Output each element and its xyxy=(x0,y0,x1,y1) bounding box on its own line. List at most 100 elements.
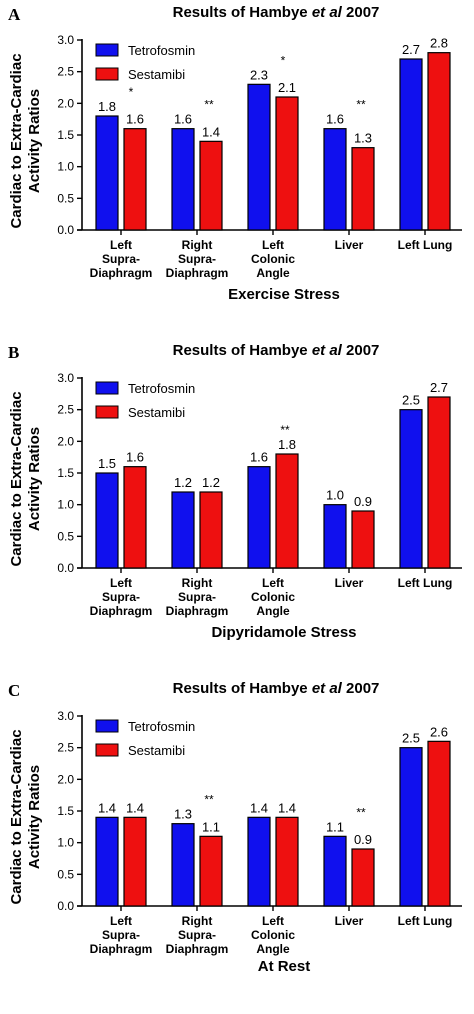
y-tick-label: 0.0 xyxy=(57,223,74,237)
x-tick-label-line: Angle xyxy=(256,942,290,956)
significance-marker: ** xyxy=(280,423,290,437)
bar-tetrofosmin xyxy=(323,128,347,231)
y-tick-label: 0.0 xyxy=(57,561,74,575)
y-tick-label: 2.0 xyxy=(57,772,74,786)
y-tick-label: 0.5 xyxy=(57,867,74,881)
x-tick-label: Liver xyxy=(335,576,364,590)
data-label: 1.8 xyxy=(278,437,296,452)
legend-swatch-sestamibi xyxy=(95,405,119,419)
x-tick-label: Left Supra-Diaphragm xyxy=(90,914,153,956)
bar-tetrofosmin xyxy=(247,466,271,569)
x-tick-label: Right Supra-Diaphragm xyxy=(166,914,229,956)
bar-tetrofosmin xyxy=(95,472,119,569)
bar-tetrofosmin xyxy=(323,504,347,569)
legend-label-tetrofosmin: Tetrofosmin xyxy=(128,719,195,734)
y-tick-label: 0.5 xyxy=(57,191,74,205)
title-prefix: Results of Hambye xyxy=(173,4,312,21)
bar-tetrofosmin xyxy=(171,823,195,907)
x-tick-label-line: Diaphragm xyxy=(90,266,153,280)
x-tick-label: Liver xyxy=(335,914,364,928)
y-tick-label: 2.5 xyxy=(57,741,74,755)
y-tick-label: 1.5 xyxy=(57,466,74,480)
x-axis-label: Exercise Stress xyxy=(228,286,340,303)
bar-tetrofosmin xyxy=(171,491,195,569)
x-tick-label-line: Diaphragm xyxy=(90,604,153,618)
x-tick-label: Left Lung xyxy=(398,238,453,252)
panel-c: C Results of Hambye et al 2007 Cardiac to … xyxy=(8,680,462,975)
x-tick-label: Left Supra-Diaphragm xyxy=(90,576,153,618)
data-label: 1.3 xyxy=(174,807,192,822)
data-label: 2.8 xyxy=(430,36,448,51)
y-axis-label: Cardiac to Extra-Cardiac xyxy=(8,729,25,904)
significance-marker: ** xyxy=(204,98,214,112)
x-tick-label-line: Left xyxy=(262,238,284,252)
x-tick-label-line: Right xyxy=(182,914,213,928)
title-suffix: 2007 xyxy=(342,342,380,359)
bar-tetrofosmin xyxy=(95,115,119,231)
data-label: 1.4 xyxy=(98,800,116,815)
y-tick-label: 2.5 xyxy=(57,403,74,417)
x-tick-label-line: Left xyxy=(262,914,284,928)
legend-swatch-sestamibi xyxy=(95,743,119,757)
x-tick-label-line: Angle xyxy=(256,604,290,618)
x-tick-label-line: Colonic xyxy=(251,252,295,266)
x-tick-label-line: Liver xyxy=(335,238,364,252)
data-label: 1.6 xyxy=(250,450,268,465)
x-tick-label-line: Diaphragm xyxy=(90,942,153,956)
data-label: 1.6 xyxy=(126,112,144,127)
x-tick-label-line: Supra- xyxy=(178,590,216,604)
x-tick-label-line: Right xyxy=(182,238,213,252)
x-tick-label-line: Liver xyxy=(335,576,364,590)
significance-marker: ** xyxy=(356,98,366,112)
title-suffix: 2007 xyxy=(342,680,380,697)
chart-title: Results of Hambye et al 2007 xyxy=(173,4,380,21)
x-tick-label: Left Colonic Angle xyxy=(251,576,295,618)
y-tick-label: 3.0 xyxy=(57,371,74,385)
x-tick-label: Left Supra-Diaphragm xyxy=(90,238,153,280)
panel-a: A Results of Hambye et al 2007 Cardiac to … xyxy=(8,4,462,303)
x-tick-label-line: Diaphragm xyxy=(166,604,229,618)
data-label: 1.1 xyxy=(202,819,220,834)
panel-letter: B xyxy=(8,343,19,362)
legend-swatch-sestamibi xyxy=(95,67,119,81)
bar-sestamibi xyxy=(427,740,451,907)
data-label: 1.2 xyxy=(202,475,220,490)
x-axis-label: Dipyridamole Stress xyxy=(211,624,356,641)
x-tick-label-line: Diaphragm xyxy=(166,942,229,956)
panel-letter: C xyxy=(8,681,20,700)
x-tick-label: Left Lung xyxy=(398,914,453,928)
significance-marker: * xyxy=(129,85,134,99)
legend-label-sestamibi: Sestamibi xyxy=(128,405,185,420)
title-italic: et al xyxy=(312,4,343,21)
title-suffix: 2007 xyxy=(342,4,380,21)
bar-sestamibi xyxy=(275,96,299,231)
title-italic: et al xyxy=(312,680,343,697)
legend-label-sestamibi: Sestamibi xyxy=(128,67,185,82)
bar-sestamibi xyxy=(199,491,223,569)
data-label: 2.5 xyxy=(402,393,420,408)
chart-title: Results of Hambye et al 2007 xyxy=(173,680,380,697)
legend-swatch-tetrofosmin xyxy=(95,381,119,395)
y-axis-label: Activity Ratios xyxy=(26,427,43,531)
bar-sestamibi xyxy=(351,147,375,231)
bar-tetrofosmin xyxy=(247,83,271,231)
bar-tetrofosmin xyxy=(247,816,271,907)
data-label: 2.3 xyxy=(250,67,268,82)
bar-tetrofosmin xyxy=(323,835,347,907)
data-label: 1.4 xyxy=(126,800,144,815)
x-tick-label-line: Left Lung xyxy=(398,238,453,252)
data-label: 1.8 xyxy=(98,99,116,114)
x-tick-label: Left Colonic Angle xyxy=(251,238,295,280)
data-label: 1.6 xyxy=(126,450,144,465)
y-tick-label: 1.5 xyxy=(57,804,74,818)
legend-label-tetrofosmin: Tetrofosmin xyxy=(128,381,195,396)
data-label: 1.4 xyxy=(202,124,220,139)
y-tick-label: 2.0 xyxy=(57,96,74,110)
y-tick-label: 3.0 xyxy=(57,709,74,723)
bar-sestamibi xyxy=(199,835,223,907)
y-tick-label: 2.5 xyxy=(57,65,74,79)
x-tick-label-line: Left xyxy=(110,576,132,590)
significance-marker: ** xyxy=(204,793,214,807)
x-tick-label-line: Colonic xyxy=(251,928,295,942)
y-axis-label: Activity Ratios xyxy=(26,765,43,869)
